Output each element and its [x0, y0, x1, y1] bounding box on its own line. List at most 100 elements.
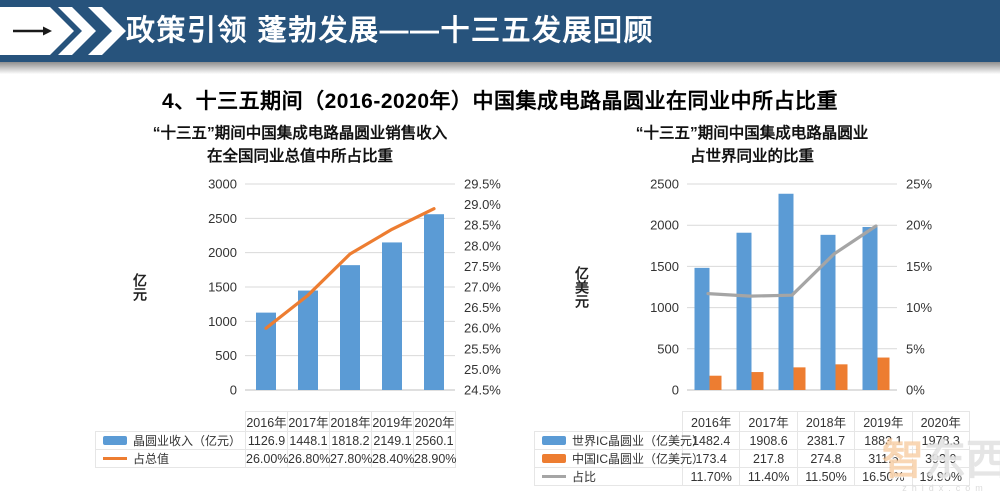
slide-title: 4、十三五期间（2016-2020年）中国集成电路晶圆业在同业中所占比重 — [161, 90, 839, 113]
chart-data-table: 2016年 2017年 2018年 2019年 2020年 晶圆业收入（亿元） 1126.9… — [85, 411, 515, 468]
bar — [877, 357, 890, 390]
category-label: 2017年 — [287, 411, 330, 432]
bar — [793, 367, 806, 390]
y-left-tick-label: 1000 — [208, 314, 237, 329]
y-right-tick-label: 25.0% — [464, 362, 501, 377]
y-left-tick-label: 2500 — [208, 211, 237, 226]
y-left-tick-label: 0 — [230, 383, 237, 398]
table-row: 2016年 2017年 2018年 2019年 2020年 — [96, 411, 456, 432]
y-right-tick-label: 26.5% — [464, 300, 501, 315]
trend-line — [706, 224, 878, 298]
table-cell: 393.9 — [911, 449, 970, 468]
bar — [382, 242, 402, 390]
category-label: 2020年 — [911, 411, 970, 432]
category-label: 2016年 — [245, 411, 288, 432]
series-name: 晶圆业收入（亿元） — [133, 434, 242, 448]
table-cell: 1978.3 — [911, 431, 970, 450]
category-label: 2018年 — [329, 411, 372, 432]
category-label: 2017年 — [739, 411, 798, 432]
bar — [862, 226, 878, 390]
table-cell: 1482.4 — [681, 431, 741, 450]
series-legend: 中国IC晶圆业（亿美元） — [534, 449, 704, 468]
chart-data-table: 2016年 2017年 2018年 2019年 2020年 世界IC晶圆业（亿美元） 148… — [532, 411, 972, 486]
legend-swatch-icon — [542, 454, 566, 464]
y-left-tick-label: 1000 — [650, 300, 679, 315]
table-cell: 217.8 — [739, 449, 798, 468]
bar — [835, 364, 848, 390]
y-left-tick-label: 1500 — [650, 259, 679, 274]
series-legend: 占比 — [534, 467, 683, 486]
category-label: 2016年 — [681, 411, 741, 432]
table-cell: 11.40% — [739, 467, 798, 486]
legend-swatch-icon — [103, 457, 127, 461]
series-name: 中国IC晶圆业（亿美元） — [572, 452, 705, 466]
trend-line — [264, 207, 436, 330]
table-cell: 26.00% — [245, 449, 289, 468]
chart-svg: 0 500 1000 1500 2000 2500 3000 24.5% 25.0% 25.5% 2… — [132, 177, 501, 398]
table-row: 世界IC晶圆业（亿美元） 1482.4 1908.6 2381.7 1883.1 1978… — [534, 431, 970, 450]
y-right-tick-label: 29.0% — [464, 197, 501, 212]
banner-title: 政策引领 蓬勃发展——十三五发展回顾 — [126, 15, 655, 47]
bar — [298, 290, 318, 390]
y-right-tick-label: 15% — [906, 259, 932, 274]
table-cell: 1818.2 — [329, 431, 372, 450]
y-right-tick-label: 26.0% — [464, 321, 501, 336]
table-corner — [96, 412, 246, 432]
bar — [256, 312, 276, 390]
charts-area: “十三五”期间中国集成电路晶圆业销售收入 在全国同业总值中所占比重 0 500 10… — [0, 118, 1000, 497]
y-left-tick-label: 2000 — [650, 218, 679, 233]
y-right-tick-label: 25% — [906, 177, 932, 192]
banner-shadow — [0, 62, 1000, 74]
y-axis-title: 亿元 — [132, 272, 148, 302]
data-table: 2016年 2017年 2018年 2019年 2020年 晶圆业收入（亿元） 1126.9… — [95, 411, 456, 468]
table-cell: 2560.1 — [413, 431, 456, 450]
bar — [340, 265, 360, 390]
y-right-tick-label: 27.5% — [464, 259, 501, 274]
y-right-tick-label: 29.5% — [464, 177, 501, 192]
table-cell: 1448.1 — [287, 431, 330, 450]
table-cell: 2381.7 — [796, 431, 856, 450]
section-arrow-icon — [0, 4, 130, 58]
category-label: 2020年 — [413, 411, 456, 432]
y-right-tick-label: 28.5% — [464, 218, 501, 233]
table-cell: 11.50% — [796, 467, 856, 486]
y-right-tick-label: 25.5% — [464, 341, 501, 356]
bar — [736, 232, 752, 390]
y-left-tick-label: 500 — [215, 348, 237, 363]
category-label: 2019年 — [854, 411, 913, 432]
bar — [694, 267, 710, 390]
bar — [751, 372, 764, 390]
y-right-tick-label: 0% — [906, 383, 925, 398]
bar — [709, 375, 722, 390]
y-left-tick-label: 3000 — [208, 177, 237, 192]
series-name: 世界IC晶圆业（亿美元） — [572, 434, 705, 448]
y-left-tick-label: 2500 — [650, 177, 679, 192]
table-cell: 19.90% — [911, 467, 970, 486]
y-right-tick-label: 20% — [906, 218, 932, 233]
legend-swatch-icon — [103, 436, 127, 446]
table-row: 晶圆业收入（亿元） 1126.9 1448.1 1818.2 2149.1 2560.1 — [95, 431, 456, 450]
table-cell: 27.80% — [329, 449, 373, 468]
series-name: 占比 — [572, 470, 597, 484]
table-corner — [535, 412, 683, 432]
table-cell: 16.50% — [854, 467, 913, 486]
series-legend: 占总值 — [95, 449, 246, 468]
y-axis-title: 亿美元 — [574, 265, 590, 309]
table-cell: 1126.9 — [245, 431, 288, 450]
table-cell: 28.90% — [413, 449, 457, 468]
table-cell: 26.80% — [287, 449, 331, 468]
table-cell: 1883.1 — [854, 431, 913, 450]
category-label: 2018年 — [796, 411, 856, 432]
chart-title-line1: “十三五”期间中国集成电路晶圆业 — [635, 125, 869, 142]
y-right-tick-label: 28.0% — [464, 238, 501, 253]
table-row: 中国IC晶圆业（亿美元） 173.4 217.8 274.8 311.5 393.9 — [534, 449, 970, 468]
chart-plot: 0 500 1000 1500 2000 2500 3000 24.5% 25.0% 25.5% 2… — [85, 170, 515, 411]
table-cell: 311.5 — [854, 449, 913, 468]
legend-swatch-icon — [542, 436, 566, 446]
category-label: 2019年 — [371, 411, 414, 432]
series-legend: 世界IC晶圆业（亿美元） — [534, 431, 704, 450]
y-right-tick-label: 27.0% — [464, 280, 501, 295]
table-row: 占总值 26.00% 26.80% 27.80% 28.40% 28.90% — [95, 449, 457, 468]
y-left-tick-label: 2000 — [208, 245, 237, 260]
